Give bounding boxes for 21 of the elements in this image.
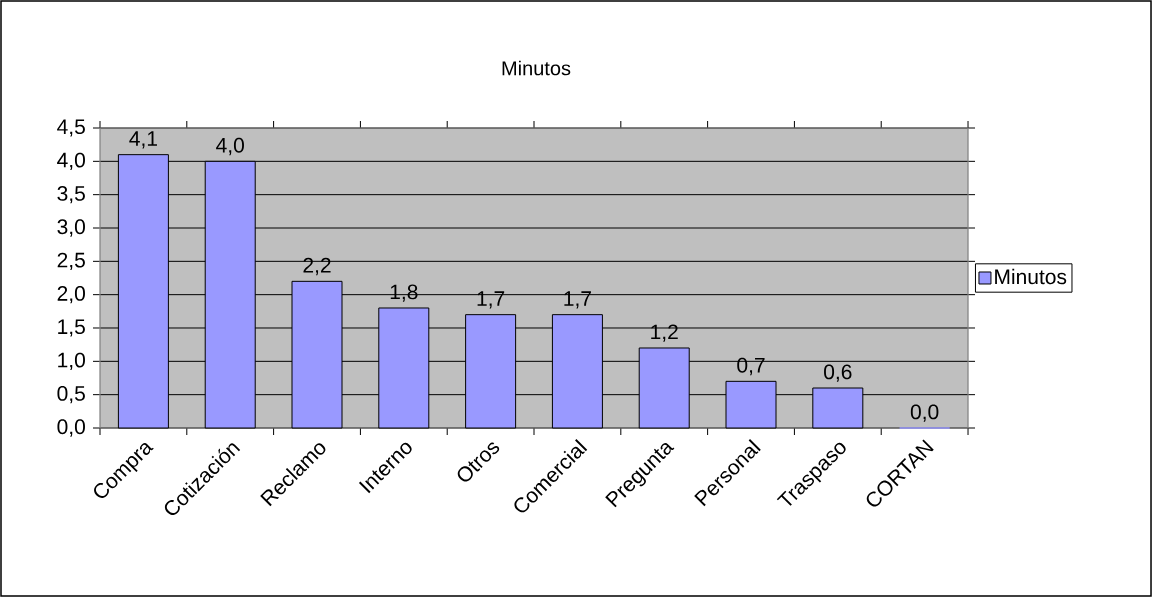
y-tick-label: 3,0 xyxy=(57,219,85,237)
data-label: 0,6 xyxy=(824,364,852,382)
data-label: 0,0 xyxy=(910,404,939,422)
data-label: 1,7 xyxy=(564,291,591,309)
legend-label: Minutos xyxy=(995,268,1067,285)
data-label: 1,2 xyxy=(651,324,678,342)
y-tick-label: 1,0 xyxy=(58,352,85,371)
y-tick-label: 1,5 xyxy=(58,319,85,337)
y-tick-label: 4,5 xyxy=(57,119,85,137)
y-tick-label: 0,5 xyxy=(57,386,85,404)
y-tick-label: 0,0 xyxy=(57,419,85,437)
data-label: 0,7 xyxy=(737,357,765,376)
y-tick-label: 3,5 xyxy=(57,186,85,204)
data-label: 4,0 xyxy=(216,137,244,156)
y-tick-label: 2,0 xyxy=(57,286,85,304)
y-tick-label: 4,0 xyxy=(57,152,85,171)
data-label: 1,7 xyxy=(477,291,505,309)
y-tick-label: 2,5 xyxy=(57,252,85,271)
data-label: 4,1 xyxy=(129,131,157,149)
chart-title: Minutos xyxy=(502,60,571,76)
data-label: 2,2 xyxy=(303,257,331,276)
